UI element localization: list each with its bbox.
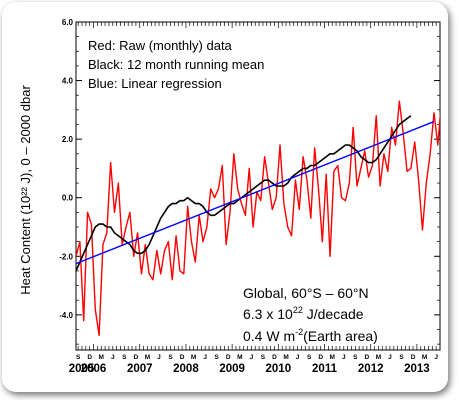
legend-line-running-mean: Black: 12 month running mean	[88, 57, 264, 72]
x-month-label: D	[226, 354, 231, 361]
y-tick-label: -2.0	[59, 252, 73, 261]
x-year-label: 2010	[266, 363, 292, 375]
x-month-label: J	[157, 354, 161, 361]
x-month-label: D	[87, 354, 92, 361]
y-tick-label: 4.0	[62, 77, 74, 86]
x-month-label: M	[191, 354, 196, 361]
x-month-label: S	[353, 354, 358, 361]
x-month-label: J	[111, 354, 115, 361]
x-month-label: M	[283, 354, 288, 361]
series-line-2	[76, 120, 435, 265]
x-month-label: M	[330, 354, 335, 361]
y-tick-label: 0.0	[62, 194, 74, 203]
x-month-label: J	[388, 354, 392, 361]
x-year-label: 2006	[81, 363, 107, 375]
x-month-label: D	[272, 354, 277, 361]
x-year-label: 2005	[69, 363, 95, 375]
y-axis-label: Heat Content (10²² J), 0 – 2000 dbar	[18, 85, 33, 295]
x-year-label: 2012	[358, 363, 384, 375]
legend-line-raw: Red: Raw (monthly) data	[88, 38, 233, 53]
x-month-label: S	[122, 354, 127, 361]
series-line-0	[76, 100, 440, 337]
x-month-label: S	[307, 354, 312, 361]
x-year-label: 2013	[404, 363, 430, 375]
y-tick-label: 6.0	[62, 18, 74, 27]
x-month-label: J	[434, 354, 438, 361]
stats-note: Global, 60°S – 60°N 6.3 x 1022 J/decade …	[243, 285, 378, 344]
x-month-label: M	[376, 354, 381, 361]
x-month-label: D	[318, 354, 323, 361]
x-month-label: J	[250, 354, 254, 361]
x-month-label: M	[99, 354, 104, 361]
x-year-label: 2007	[127, 363, 153, 375]
series-line-1	[76, 115, 412, 272]
x-month-label: M	[422, 354, 427, 361]
legend-line-regression: Blue: Linear regression	[88, 76, 222, 91]
legend-note: Red: Raw (monthly) data Black: 12 month …	[88, 38, 264, 91]
x-month-label: S	[399, 354, 404, 361]
y-tick-label: 2.0	[62, 135, 74, 144]
x-month-label: S	[168, 354, 173, 361]
x-month-label: S	[215, 354, 220, 361]
x-year-label: 2009	[219, 363, 245, 375]
region-label: Global, 60°S – 60°N	[243, 285, 369, 301]
x-month-label: D	[180, 354, 185, 361]
x-month-label: D	[411, 354, 416, 361]
y-tick-label: -4.0	[59, 311, 73, 320]
x-year-label: 2008	[173, 363, 199, 375]
x-month-label: S	[76, 354, 81, 361]
x-month-label: M	[145, 354, 150, 361]
x-month-label: J	[203, 354, 207, 361]
x-month-label: S	[261, 354, 266, 361]
x-month-label: M	[237, 354, 242, 361]
x-year-label: 2011	[312, 363, 338, 375]
flux-label: 0.4 W m-2(Earth area)	[243, 327, 378, 344]
x-month-label: J	[296, 354, 300, 361]
x-month-label: J	[342, 354, 346, 361]
x-month-label: D	[134, 354, 139, 361]
x-month-label: D	[365, 354, 370, 361]
trend-label: 6.3 x 1022 J/decade	[243, 305, 364, 322]
